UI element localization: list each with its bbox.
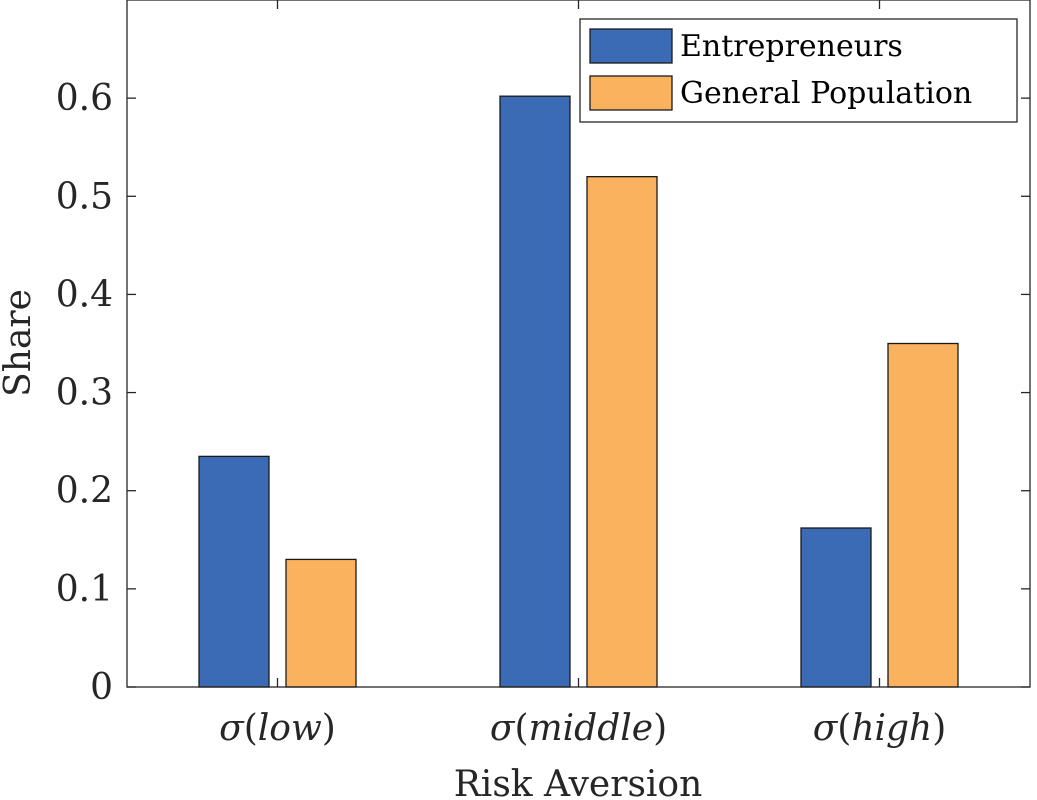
legend-swatch-entrepreneurs bbox=[589, 28, 673, 64]
x-tick-label: σ(low) bbox=[219, 708, 336, 749]
bar-entrepreneurs-low bbox=[198, 455, 270, 688]
y-tick-label: 0.6 bbox=[56, 78, 113, 119]
x-tick-label: σ(middle) bbox=[490, 708, 667, 749]
axes-box bbox=[126, 0, 1031, 688]
x-axis-title: Risk Aversion bbox=[454, 764, 703, 800]
legend: Entrepreneurs General Population bbox=[579, 18, 1018, 123]
bar-general-population-low bbox=[285, 558, 357, 688]
y-tick-label: 0.1 bbox=[56, 569, 113, 610]
bar-general-population-high bbox=[887, 342, 959, 688]
y-tick-label: 0 bbox=[90, 667, 113, 708]
bar-entrepreneurs-high bbox=[800, 527, 872, 688]
y-tick-label: 0.5 bbox=[56, 176, 113, 217]
y-tick-label: 0.2 bbox=[56, 471, 113, 512]
bar-entrepreneurs-middle bbox=[499, 95, 571, 688]
bar-general-population-middle bbox=[586, 176, 658, 688]
legend-label: General Population bbox=[680, 76, 972, 111]
y-tick-label: 0.4 bbox=[56, 274, 113, 315]
y-tick-label: 0.3 bbox=[56, 373, 113, 414]
y-axis-title: Share bbox=[0, 289, 39, 397]
legend-label: Entrepreneurs bbox=[680, 29, 903, 64]
legend-swatch-general-population bbox=[589, 75, 673, 111]
x-tick-label: σ(high) bbox=[813, 708, 947, 749]
